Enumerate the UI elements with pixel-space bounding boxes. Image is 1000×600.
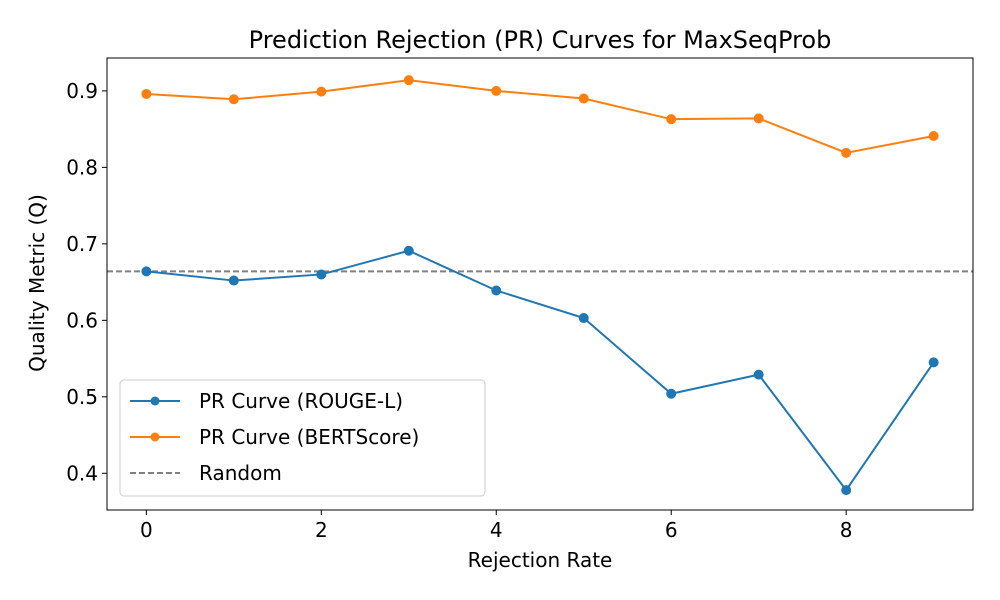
chart-title: Prediction Rejection (PR) Curves for Max… — [249, 26, 832, 54]
x-tick-label: 0 — [140, 518, 153, 542]
x-tick-label: 6 — [665, 518, 678, 542]
series-line-1 — [146, 79, 934, 154]
data-point-series1-2 — [316, 86, 327, 97]
data-point-series1-8 — [841, 147, 852, 158]
y-tick-label: 0.8 — [66, 155, 98, 179]
y-tick-label: 0.9 — [66, 79, 98, 103]
data-point-series0-5 — [578, 313, 589, 324]
x-tick-label: 4 — [490, 518, 503, 542]
data-point-series0-0 — [141, 266, 152, 277]
y-tick-label: 0.5 — [66, 385, 98, 409]
axes-frame — [106, 57, 974, 511]
data-point-series1-1 — [228, 94, 239, 105]
data-point-series0-1 — [228, 275, 239, 286]
legend-box — [119, 379, 486, 497]
data-point-series0-6 — [666, 388, 677, 399]
x-axis-label: Rejection Rate — [468, 548, 613, 572]
data-point-series1-4 — [491, 85, 502, 96]
data-point-series1-9 — [928, 131, 939, 142]
x-tick-label: 8 — [840, 518, 853, 542]
legend-label-2: Random — [199, 461, 282, 485]
legend-marker-0 — [150, 396, 160, 406]
data-point-series0-2 — [316, 269, 327, 280]
series-line-0 — [146, 249, 935, 492]
data-point-series1-0 — [141, 88, 152, 99]
legend-label-0: PR Curve (ROUGE-L) — [199, 389, 403, 413]
legend-marker-1 — [150, 432, 160, 442]
data-point-series1-3 — [403, 75, 414, 86]
data-point-series0-4 — [491, 285, 502, 296]
plot-area — [107, 75, 973, 496]
y-tick-label: 0.4 — [66, 461, 98, 485]
data-point-series1-6 — [666, 114, 677, 125]
x-tick-label: 2 — [315, 518, 328, 542]
legend-label-1: PR Curve (BERTScore) — [199, 425, 419, 449]
data-point-series0-8 — [841, 485, 852, 496]
y-tick-label: 0.6 — [66, 308, 98, 332]
data-point-series1-5 — [578, 93, 589, 104]
y-axis-label: Quality Metric (Q) — [25, 194, 49, 372]
legend: PR Curve (ROUGE-L) PR Curve (BERTScore) Ra… — [119, 379, 486, 497]
data-point-series1-7 — [753, 113, 764, 124]
data-point-series0-9 — [928, 357, 939, 368]
axes: 0 2 4 6 8 0.4 0.5 0.6 0.7 0.8 0.9 — [66, 57, 974, 542]
y-tick-label: 0.7 — [66, 232, 98, 256]
data-point-series0-7 — [753, 369, 764, 380]
data-point-series0-3 — [403, 245, 414, 256]
